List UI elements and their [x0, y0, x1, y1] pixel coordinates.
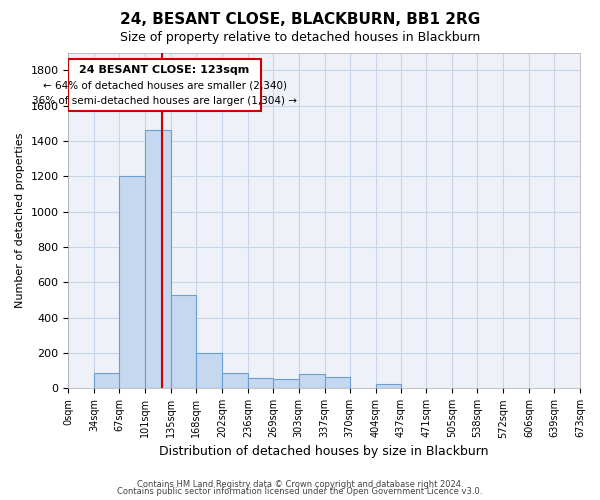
- Bar: [248, 378, 273, 388]
- FancyBboxPatch shape: [68, 58, 261, 111]
- X-axis label: Distribution of detached houses by size in Blackburn: Distribution of detached houses by size …: [160, 444, 489, 458]
- Bar: [196, 353, 222, 388]
- Bar: [145, 130, 171, 388]
- Bar: [273, 378, 299, 388]
- Text: 36% of semi-detached houses are larger (1,304) →: 36% of semi-detached houses are larger (…: [32, 96, 297, 106]
- Bar: [376, 384, 401, 388]
- Y-axis label: Number of detached properties: Number of detached properties: [15, 132, 25, 308]
- Text: ← 64% of detached houses are smaller (2,340): ← 64% of detached houses are smaller (2,…: [43, 81, 287, 91]
- Bar: [325, 377, 350, 388]
- Bar: [171, 294, 196, 388]
- Text: 24, BESANT CLOSE, BLACKBURN, BB1 2RG: 24, BESANT CLOSE, BLACKBURN, BB1 2RG: [120, 12, 480, 28]
- Bar: [119, 176, 145, 388]
- Bar: [299, 374, 325, 388]
- Text: Size of property relative to detached houses in Blackburn: Size of property relative to detached ho…: [120, 31, 480, 44]
- Text: Contains public sector information licensed under the Open Government Licence v3: Contains public sector information licen…: [118, 487, 482, 496]
- Bar: [94, 374, 119, 388]
- Text: Contains HM Land Registry data © Crown copyright and database right 2024.: Contains HM Land Registry data © Crown c…: [137, 480, 463, 489]
- Text: 24 BESANT CLOSE: 123sqm: 24 BESANT CLOSE: 123sqm: [79, 65, 250, 75]
- Bar: [222, 374, 248, 388]
